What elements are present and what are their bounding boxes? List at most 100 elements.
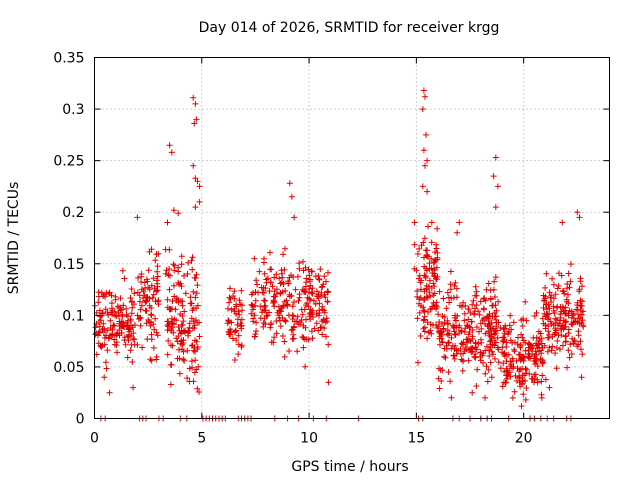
data-point (182, 290, 189, 297)
data-point (263, 276, 270, 283)
data-point (127, 347, 134, 354)
data-point (252, 297, 259, 304)
data-point (506, 328, 513, 335)
data-point (469, 348, 476, 355)
data-point (227, 331, 233, 338)
data-point (134, 289, 141, 296)
data-point (414, 288, 421, 295)
data-point (106, 389, 113, 396)
data-point (531, 358, 538, 364)
y-tick-label: 0.2 (62, 205, 84, 221)
data-point (190, 318, 197, 325)
data-point (430, 272, 437, 279)
data-point (497, 365, 504, 372)
data-point (420, 87, 427, 94)
data-point (194, 178, 201, 185)
data-point (124, 320, 131, 326)
data-point (460, 350, 467, 357)
data-point (254, 281, 261, 288)
data-point (230, 293, 237, 299)
data-point (294, 348, 301, 355)
data-point (107, 325, 114, 331)
data-point (181, 272, 187, 279)
data-point (442, 354, 449, 361)
data-point (236, 297, 243, 304)
data-point (499, 383, 506, 390)
data-point (494, 183, 501, 190)
data-point (250, 303, 257, 310)
data-point (178, 298, 184, 305)
data-point (420, 325, 427, 332)
data-point (310, 297, 317, 304)
data-point (548, 299, 555, 305)
data-point (193, 290, 200, 297)
data-point (506, 322, 513, 329)
data-point (279, 288, 286, 295)
data-point (174, 338, 181, 345)
data-point (443, 305, 450, 312)
data-point (549, 333, 556, 340)
data-point (178, 253, 185, 260)
data-point (291, 214, 298, 221)
data-point (153, 277, 160, 284)
data-point (103, 365, 110, 372)
data-point (282, 318, 289, 324)
data-point (426, 277, 433, 284)
data-point (313, 320, 320, 327)
data-point (105, 335, 112, 342)
data-point (168, 361, 175, 368)
data-point (422, 93, 428, 100)
data-point (166, 266, 173, 272)
data-point (256, 268, 263, 275)
data-point (296, 265, 303, 272)
data-point (154, 283, 161, 290)
data-point (130, 384, 137, 391)
data-point (420, 317, 427, 324)
data-point (435, 328, 442, 335)
data-point (559, 219, 566, 226)
data-point (196, 333, 203, 340)
data-point (180, 318, 187, 325)
data-point (325, 379, 332, 386)
data-point (143, 298, 150, 305)
data-point (579, 283, 585, 290)
data-point (103, 289, 110, 296)
data-point (233, 337, 240, 344)
data-point (317, 266, 324, 273)
data-point (485, 366, 492, 373)
data-point (551, 310, 558, 316)
data-point (492, 355, 498, 362)
data-point (487, 295, 494, 302)
data-point (423, 286, 430, 293)
data-point (196, 183, 203, 190)
data-point (523, 317, 530, 324)
data-point (284, 302, 291, 309)
data-point (527, 355, 534, 362)
data-point (113, 339, 120, 346)
data-point (431, 283, 438, 290)
data-point (303, 279, 310, 286)
data-point (194, 319, 201, 326)
y-tick-label: 0.25 (53, 154, 84, 170)
data-point (175, 268, 182, 275)
data-point (420, 304, 427, 311)
data-point (444, 317, 451, 324)
data-point (261, 297, 267, 304)
data-point (152, 257, 159, 264)
data-point (165, 337, 172, 344)
data-point (452, 331, 459, 338)
data-point (111, 323, 118, 329)
data-point (282, 245, 288, 252)
data-point (178, 327, 185, 334)
data-point (191, 120, 198, 127)
data-point (127, 316, 134, 323)
data-point (305, 336, 312, 343)
data-point (95, 289, 102, 296)
data-point (486, 310, 493, 317)
data-point (98, 344, 105, 350)
data-point (469, 301, 476, 308)
data-point (420, 147, 427, 154)
data-point (422, 324, 428, 331)
data-point (456, 219, 463, 226)
data-point (322, 294, 329, 301)
